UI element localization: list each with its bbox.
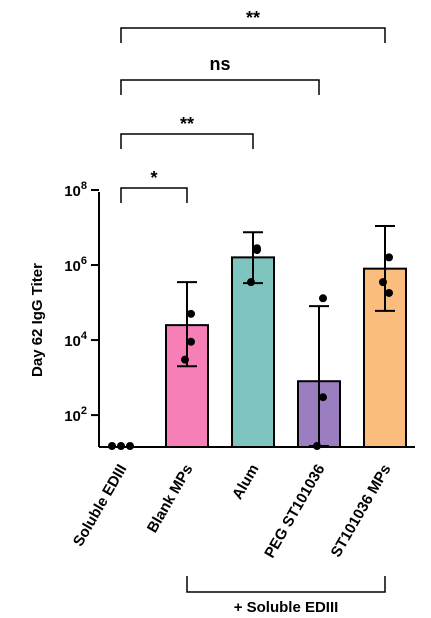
data-point <box>117 442 125 450</box>
data-point <box>247 278 255 287</box>
significance-label: ns <box>209 54 230 74</box>
data-point <box>108 442 116 450</box>
x-tick-label: Soluble EDIII <box>70 462 131 550</box>
error-bars <box>177 224 395 447</box>
y-ticks: 102 104 106 108 <box>64 180 99 425</box>
group-label: + Soluble EDIII <box>234 599 339 616</box>
x-tick-label: Alum <box>229 462 262 503</box>
x-tick-label: ST101036 MPs <box>328 462 395 561</box>
significance-bracket <box>120 27 386 43</box>
data-point <box>379 278 387 287</box>
data-point <box>385 253 393 262</box>
data-point <box>319 294 327 303</box>
data-points <box>108 244 393 450</box>
data-point <box>187 337 195 346</box>
data-point <box>385 288 393 297</box>
data-point <box>319 393 327 402</box>
bars <box>165 256 407 448</box>
y-tick-label: 108 <box>64 180 87 200</box>
y-axis-title: Day 62 IgG Titer <box>29 263 46 377</box>
data-point <box>313 442 321 450</box>
significance-label: ** <box>246 8 260 28</box>
significance-label: * <box>150 168 157 188</box>
data-point <box>181 355 189 364</box>
significance-bracket <box>120 79 320 95</box>
bar-2 <box>231 256 275 448</box>
x-tick-label: Blank MPs <box>144 462 197 536</box>
significance-label: ** <box>180 114 194 134</box>
data-point <box>187 309 195 318</box>
y-axis-label: Day 62 IgG Titer <box>29 263 46 377</box>
y-tick-label: 106 <box>64 255 87 275</box>
data-point <box>126 442 134 450</box>
significance-brackets: ***ns** <box>120 8 386 203</box>
y-tick-label: 102 <box>64 405 87 425</box>
x-tick-label: PEG ST101036 <box>261 462 328 562</box>
y-tick-label: 104 <box>64 330 88 350</box>
significance-bracket <box>120 133 254 149</box>
significance-bracket <box>120 187 188 203</box>
data-point <box>253 246 261 255</box>
group-bracket-line <box>186 576 386 593</box>
group-bracket: + Soluble EDIII <box>186 576 386 616</box>
